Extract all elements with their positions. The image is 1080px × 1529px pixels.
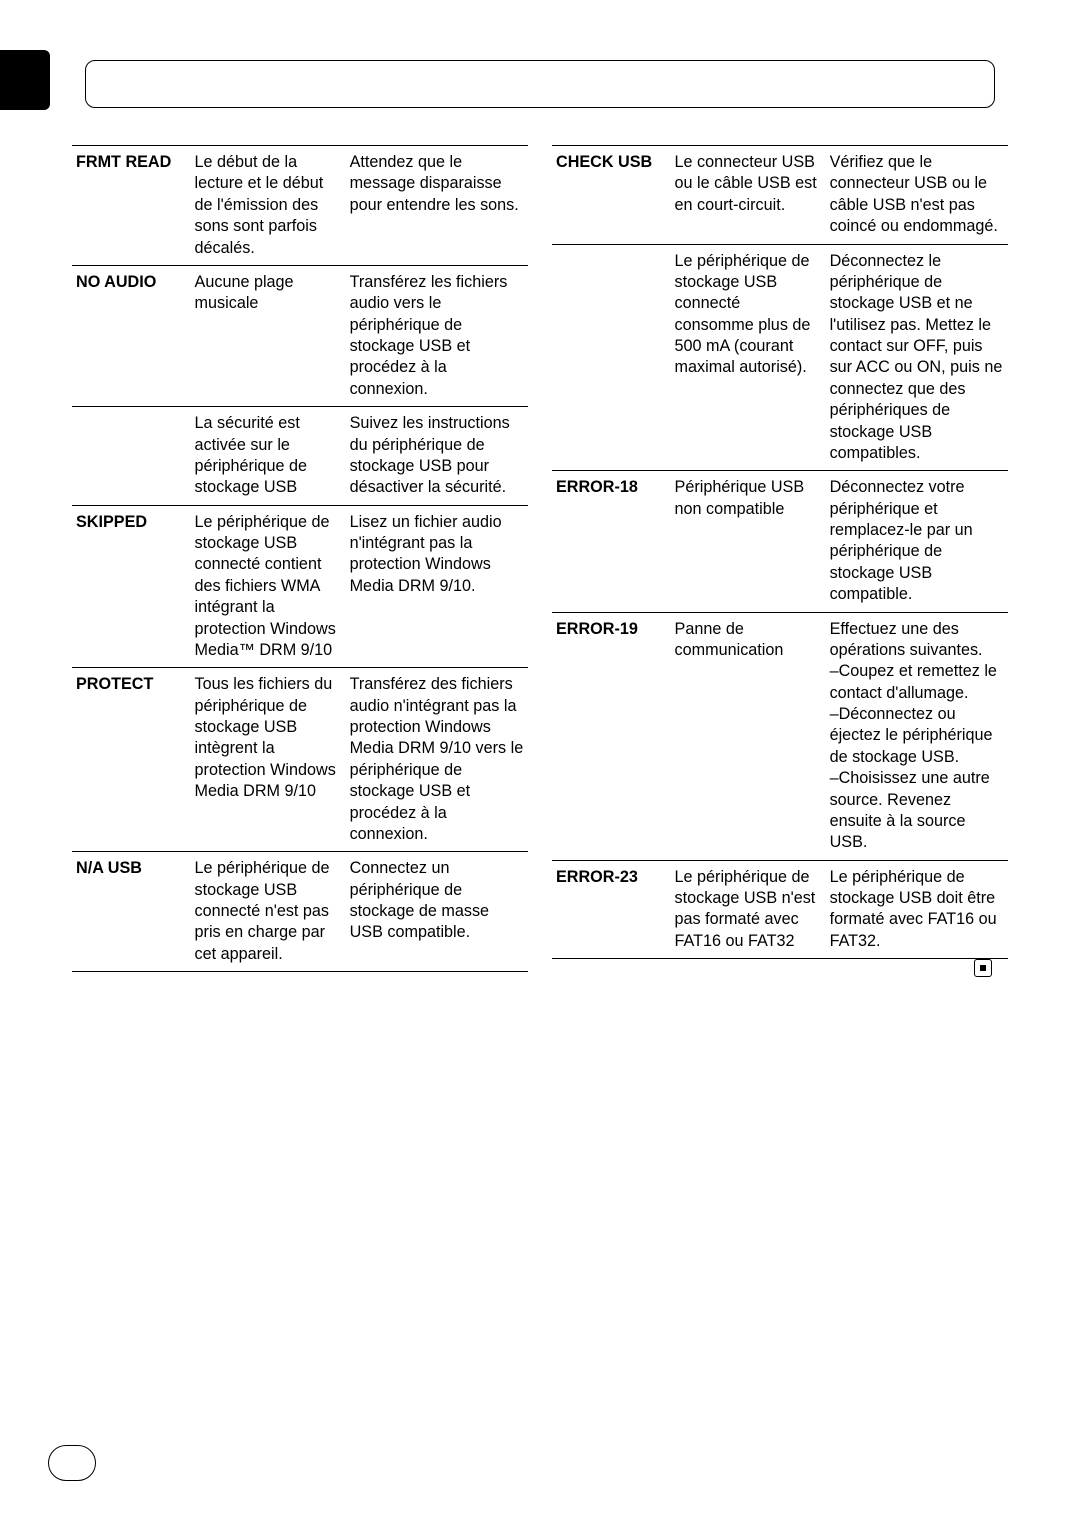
table-row: FRMT READLe début de la lecture et le dé… xyxy=(72,146,528,266)
message-cell xyxy=(72,407,191,506)
right-column: CHECK USBLe connecteur USB ou le câble U… xyxy=(552,145,1008,972)
troubleshoot-table-left: FRMT READLe début de la lecture et le dé… xyxy=(72,145,528,972)
message-cell: ERROR-18 xyxy=(552,471,671,612)
action-cell: Connectez un périphérique de stockage de… xyxy=(346,852,528,972)
action-cell: Attendez que le message disparaisse pour… xyxy=(346,146,528,266)
table-row: La sécurité est activée sur le périphéri… xyxy=(72,407,528,506)
cause-cell: Le périphérique de stockage USB n'est pa… xyxy=(671,860,826,959)
header-box xyxy=(85,60,995,108)
action-cell: Transférez des fichiers audio n'intégran… xyxy=(346,668,528,852)
message-cell: ERROR-23 xyxy=(552,860,671,959)
action-cell: Déconnectez le périphérique de stockage … xyxy=(826,244,1008,471)
table-row: PROTECTTous les fichiers du périphérique… xyxy=(72,668,528,852)
table-row: Le périphérique de stockage USB connecté… xyxy=(552,244,1008,471)
cause-cell: Panne de communication xyxy=(671,612,826,860)
message-cell: N/A USB xyxy=(72,852,191,972)
action-cell: Transférez les fichiers audio vers le pé… xyxy=(346,265,528,406)
troubleshoot-table-right: CHECK USBLe connecteur USB ou le câble U… xyxy=(552,145,1008,959)
section-tab xyxy=(0,50,50,110)
message-cell xyxy=(552,244,671,471)
cause-cell: Le périphérique de stockage USB connecté… xyxy=(671,244,826,471)
cause-cell: Le périphérique de stockage USB connecté… xyxy=(191,852,346,972)
content-area: FRMT READLe début de la lecture et le dé… xyxy=(72,145,1008,972)
message-cell: FRMT READ xyxy=(72,146,191,266)
action-cell: Vérifiez que le connecteur USB ou le câb… xyxy=(826,146,1008,245)
action-cell: Suivez les instructions du périphérique … xyxy=(346,407,528,506)
action-cell: Lisez un fichier audio n'intégrant pas l… xyxy=(346,505,528,668)
cause-cell: Périphérique USB non compatible xyxy=(671,471,826,612)
cause-cell: Le début de la lecture et le début de l'… xyxy=(191,146,346,266)
table-row: ERROR-19Panne de communicationEffectuez … xyxy=(552,612,1008,860)
left-column: FRMT READLe début de la lecture et le dé… xyxy=(72,145,528,972)
cause-cell: La sécurité est activée sur le périphéri… xyxy=(191,407,346,506)
cause-cell: Le connecteur USB ou le câble USB est en… xyxy=(671,146,826,245)
message-cell: PROTECT xyxy=(72,668,191,852)
table-row: ERROR-18Périphérique USB non compatibleD… xyxy=(552,471,1008,612)
table-row: ERROR-23Le périphérique de stockage USB … xyxy=(552,860,1008,959)
action-cell: Déconnectez votre périphérique et rempla… xyxy=(826,471,1008,612)
end-of-section-icon xyxy=(974,959,992,977)
cause-cell: Tous les fichiers du périphérique de sto… xyxy=(191,668,346,852)
table-row: CHECK USBLe connecteur USB ou le câble U… xyxy=(552,146,1008,245)
page-number-placeholder xyxy=(48,1445,96,1481)
table-row: SKIPPEDLe périphérique de stockage USB c… xyxy=(72,505,528,668)
cause-cell: Le périphérique de stockage USB connecté… xyxy=(191,505,346,668)
cause-cell: Aucune plage musicale xyxy=(191,265,346,406)
action-cell: Effectuez une des opérations suivantes. … xyxy=(826,612,1008,860)
message-cell: NO AUDIO xyxy=(72,265,191,406)
message-cell: CHECK USB xyxy=(552,146,671,245)
table-row: N/A USBLe périphérique de stockage USB c… xyxy=(72,852,528,972)
message-cell: ERROR-19 xyxy=(552,612,671,860)
action-cell: Le périphérique de stockage USB doit êtr… xyxy=(826,860,1008,959)
table-row: NO AUDIOAucune plage musicaleTransférez … xyxy=(72,265,528,406)
message-cell: SKIPPED xyxy=(72,505,191,668)
